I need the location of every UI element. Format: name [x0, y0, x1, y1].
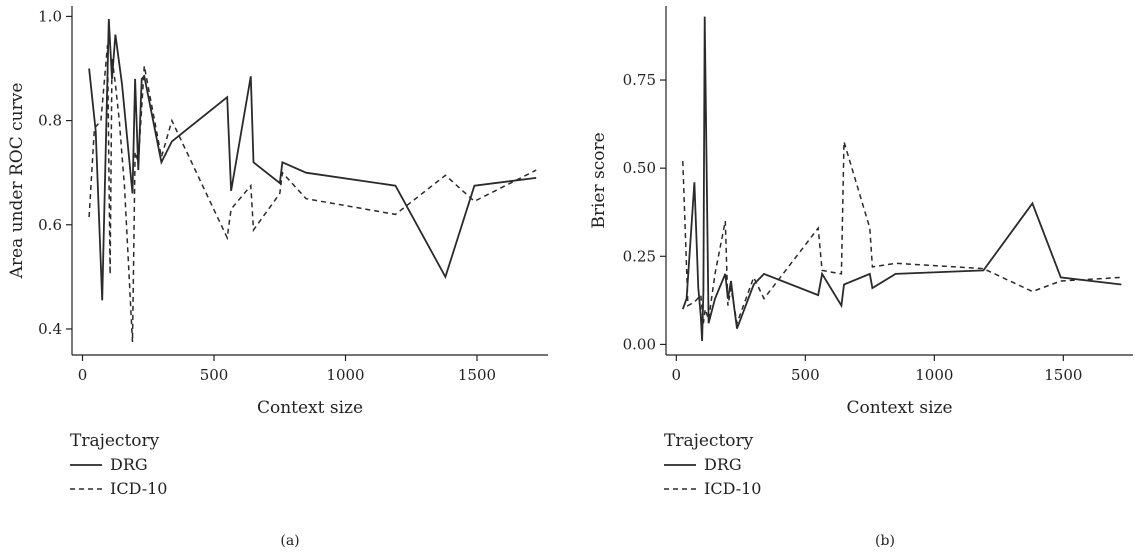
legend-title: Trajectory [70, 431, 160, 451]
legend-label: ICD-10 [704, 479, 761, 498]
panel-label: (a) [280, 533, 299, 549]
legend-label: DRG [110, 455, 148, 474]
chart-panel-b: 0 500 1000 1500 0.00 0.25 0.50 0.75 Context size… [589, 6, 1133, 549]
legend-label: ICD-10 [110, 479, 167, 498]
legend-label: DRG [704, 455, 742, 474]
legend: Trajectory DRG ICD-10 [664, 431, 761, 498]
panel-label: (b) [875, 533, 895, 549]
x-tick-label: 500 [200, 366, 229, 384]
series-line-drg [681, 16, 1122, 341]
y-tick-label: 1.0 [38, 7, 62, 25]
legend-title: Trajectory [664, 431, 754, 451]
series-line-drg [88, 18, 537, 301]
y-tick-label: 0.50 [623, 159, 656, 177]
y-tick-label: 0.6 [38, 216, 62, 234]
series-line-icd-10 [88, 45, 537, 343]
y-tick-label: 0.8 [38, 112, 62, 130]
x-tick-label: 0 [672, 366, 682, 384]
y-tick-label: 0.75 [623, 71, 656, 89]
y-axis-label: Brier score [589, 132, 609, 228]
x-axis-label: Context size [846, 398, 952, 418]
x-tick-label: 1000 [326, 366, 364, 384]
y-axis-label: Area under ROC curve [7, 83, 27, 280]
y-tick-label: 0.00 [623, 335, 656, 353]
series-line-icd-10 [682, 141, 1122, 327]
x-tick-label: 500 [791, 366, 820, 384]
x-axis-label: Context size [257, 398, 363, 418]
y-tick-label: 0.25 [623, 247, 656, 265]
x-tick-label: 0 [78, 366, 88, 384]
x-tick-label: 1500 [1044, 366, 1082, 384]
x-tick-label: 1000 [915, 366, 953, 384]
y-tick-label: 0.4 [38, 320, 62, 338]
x-tick-label: 1500 [458, 366, 496, 384]
legend: Trajectory DRG ICD-10 [70, 431, 167, 498]
chart-panel-a: 0 500 1000 1500 0.4 0.6 0.8 1.0 Context size Area… [7, 6, 548, 549]
